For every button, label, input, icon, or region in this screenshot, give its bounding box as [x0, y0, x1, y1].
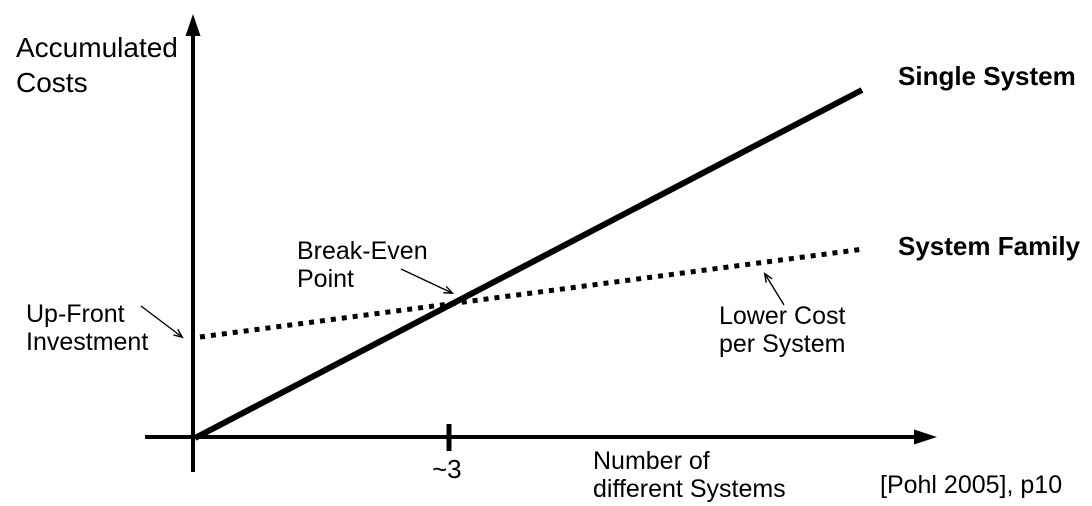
- y-axis-title: Accumulated Costs: [16, 32, 178, 98]
- citation: [Pohl 2005], p10: [880, 471, 1063, 499]
- break-even-arrow-icon: [400, 268, 455, 294]
- single-system-line: [193, 87, 864, 441]
- x-tick-label: ~3: [432, 454, 462, 484]
- up-front-investment-label: Up-Front Investment: [26, 300, 149, 356]
- single-system-label: Single System: [898, 61, 1076, 91]
- x-axis-arrowhead-icon: [914, 429, 937, 445]
- system-family-line: [199, 246, 865, 340]
- x-axis-title: Number of different Systems: [593, 447, 786, 503]
- break-even-label: Break-Even Point: [297, 237, 428, 293]
- lower-cost-label: Lower Cost per System: [719, 302, 846, 358]
- lower-cost-arrow-icon: [763, 272, 785, 306]
- system-family-label: System Family: [898, 231, 1081, 261]
- up-front-arrow-icon: [140, 305, 184, 339]
- y-axis-arrowhead-icon: [185, 14, 201, 36]
